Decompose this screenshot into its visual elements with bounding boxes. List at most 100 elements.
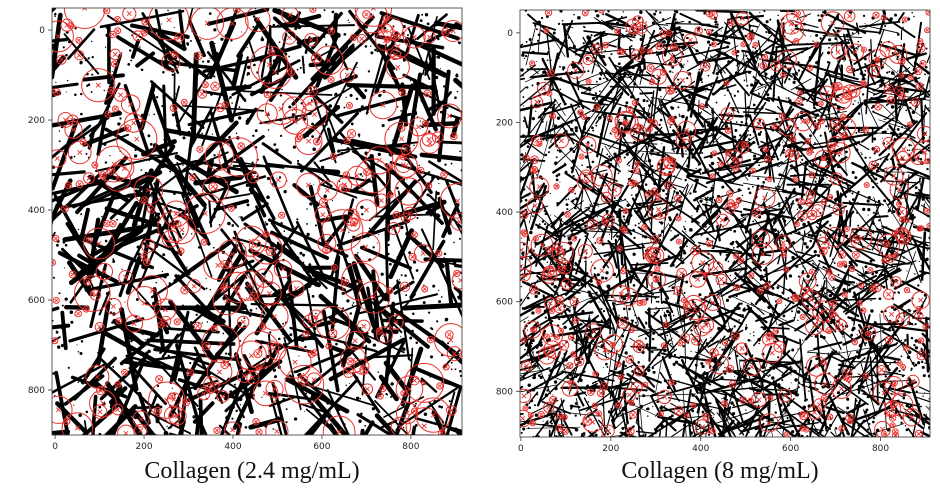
speckle [889, 363, 891, 365]
speckle [269, 331, 271, 333]
speckle [806, 399, 808, 401]
speckle [598, 206, 599, 207]
speckle [749, 191, 752, 194]
speckle [618, 238, 621, 241]
fiber [404, 305, 461, 308]
speckle [286, 408, 288, 410]
speckle [871, 58, 872, 59]
speckle [270, 42, 272, 44]
speckle [574, 65, 577, 68]
speckle [433, 60, 434, 61]
speckle [294, 417, 297, 420]
speckle [117, 122, 120, 125]
speckle [719, 347, 720, 348]
speckle [72, 134, 74, 136]
speckle [807, 419, 810, 422]
speckle [842, 288, 846, 292]
speckle [745, 167, 747, 169]
speckle [730, 401, 733, 404]
speckle [561, 316, 564, 319]
speckle [326, 402, 329, 405]
speckle [105, 240, 108, 243]
speckle [703, 387, 706, 390]
speckle [121, 269, 122, 270]
speckle [568, 198, 569, 199]
speckle [152, 89, 155, 92]
speckle [182, 304, 184, 306]
speckle [581, 164, 583, 166]
speckle [174, 27, 175, 28]
speckle [206, 287, 208, 289]
speckle [914, 323, 916, 325]
speckle [633, 83, 636, 86]
speckle [379, 94, 381, 96]
speckle [666, 310, 669, 313]
speckle [109, 394, 111, 396]
speckle [444, 253, 446, 255]
speckle [212, 134, 213, 135]
speckle [664, 379, 667, 382]
speckle [737, 55, 739, 57]
speckle [536, 61, 537, 62]
speckle [633, 134, 635, 136]
speckle [458, 298, 460, 300]
speckle [213, 28, 216, 31]
speckle [600, 102, 603, 105]
speckle [865, 342, 867, 344]
speckle [272, 393, 275, 396]
speckle [675, 11, 678, 14]
speckle [136, 298, 139, 301]
speckle [640, 295, 642, 297]
speckle [290, 242, 292, 244]
speckle [868, 423, 870, 425]
speckle [859, 380, 861, 382]
speckle [790, 232, 792, 234]
speckle [735, 71, 738, 74]
speckle [91, 91, 93, 93]
speckle [429, 376, 431, 378]
speckle [925, 258, 928, 261]
speckle [105, 47, 106, 48]
speckle [392, 139, 394, 141]
speckle [447, 342, 449, 344]
speckle [185, 307, 187, 309]
speckle [365, 26, 368, 29]
speckle [376, 199, 379, 202]
speckle [388, 45, 391, 48]
speckle [156, 96, 158, 98]
speckle [231, 418, 233, 420]
speckle [577, 81, 580, 84]
y-tick-label: 400 [28, 206, 45, 216]
speckle [381, 273, 384, 276]
speckle [636, 324, 638, 326]
speckle [358, 334, 359, 335]
speckle [706, 201, 708, 203]
speckle [550, 215, 551, 216]
speckle [773, 94, 775, 96]
speckle [320, 371, 322, 373]
speckle [822, 316, 824, 318]
speckle [581, 54, 583, 56]
speckle [387, 253, 389, 255]
speckle [437, 20, 440, 23]
speckle [775, 304, 777, 306]
speckle [332, 359, 335, 362]
speckle [571, 122, 573, 124]
speckle [95, 252, 98, 255]
speckle [775, 382, 777, 384]
speckle [70, 321, 73, 324]
speckle [451, 362, 453, 364]
speckle [856, 400, 858, 402]
speckle [608, 155, 610, 157]
speckle [801, 71, 803, 73]
speckle [927, 96, 929, 98]
speckle [765, 220, 767, 222]
speckle [420, 19, 423, 22]
fiber [562, 435, 584, 454]
speckle [810, 36, 811, 37]
speckle [368, 289, 370, 291]
speckle [656, 153, 659, 156]
speckle [101, 216, 102, 217]
speckle [636, 397, 638, 399]
